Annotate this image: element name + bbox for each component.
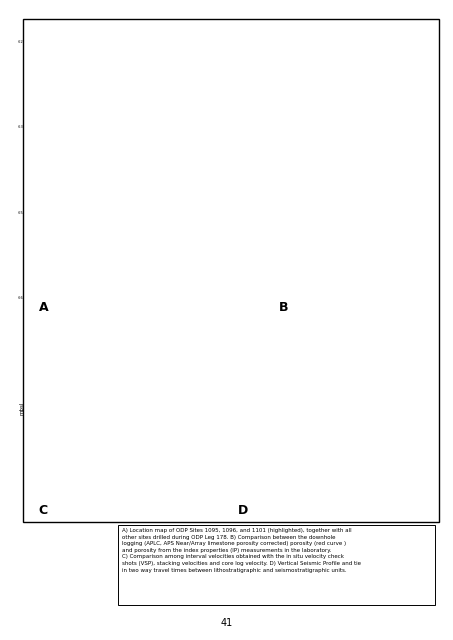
Text: NW: NW <box>237 495 250 500</box>
Bar <box>329 317 345 499</box>
Text: 41: 41 <box>220 618 233 628</box>
Text: A) Location map of ODP Sites 1095, 1096, and 1101 (highlighted), together with a: A) Location map of ODP Sites 1095, 1096,… <box>122 528 361 573</box>
Title: Line 195-135A    Site 1095: Line 195-135A Site 1095 <box>289 309 382 315</box>
Legend: core measurements, NQS stack, in situ check shots: core measurements, NQS stack, in situ ch… <box>166 481 216 497</box>
Title: Site 1095 Porosity: Site 1095 Porosity <box>312 32 381 41</box>
Text: Lith.
bound.: Lith. bound. <box>333 353 342 362</box>
Title: ODP Leg 178 - Site Location: ODP Leg 178 - Site Location <box>76 32 182 41</box>
Legend: log, core: log, core <box>400 284 419 296</box>
Y-axis label: TWT (ms): TWT (ms) <box>216 396 221 420</box>
Text: D: D <box>238 504 248 516</box>
Text: B: B <box>279 301 288 314</box>
Title: Site 1095: Site 1095 <box>113 307 149 316</box>
Text: C: C <box>39 504 48 516</box>
X-axis label: interval velocity (m/s): interval velocity (m/s) <box>101 514 162 518</box>
Y-axis label: mbsl: mbsl <box>19 401 24 415</box>
Text: SE: SE <box>424 495 433 500</box>
Polygon shape <box>129 42 226 298</box>
Text: (g/cm³): (g/cm³) <box>337 29 356 34</box>
Text: A: A <box>39 301 48 314</box>
